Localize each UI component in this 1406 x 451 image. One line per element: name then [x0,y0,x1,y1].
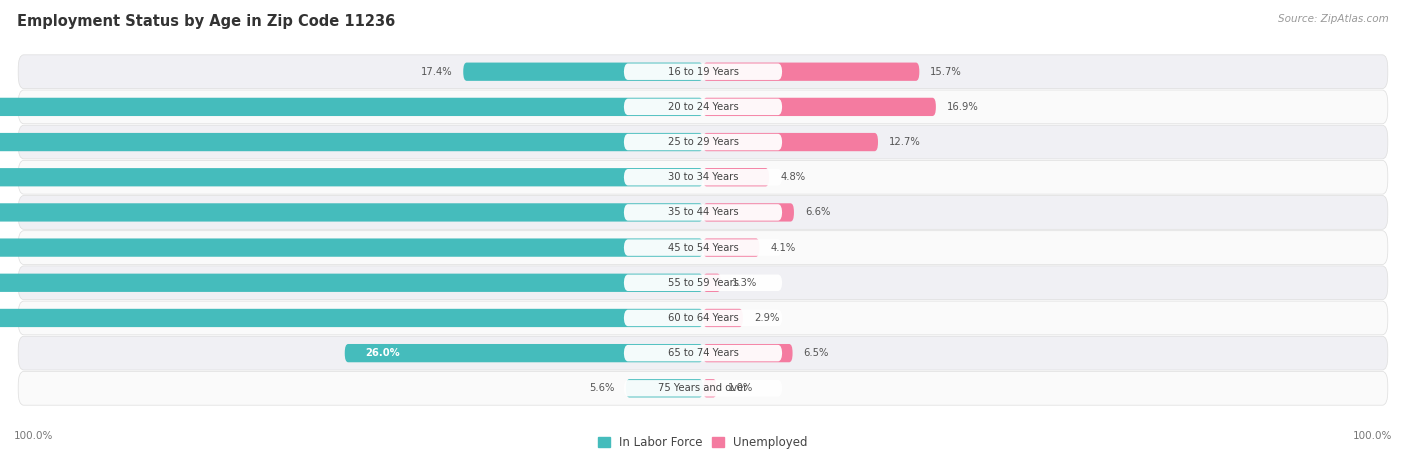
FancyBboxPatch shape [18,266,1388,299]
FancyBboxPatch shape [18,196,1388,229]
Text: 25 to 29 Years: 25 to 29 Years [668,137,738,147]
FancyBboxPatch shape [463,63,703,81]
Text: 20 to 24 Years: 20 to 24 Years [668,102,738,112]
FancyBboxPatch shape [18,301,1388,335]
FancyBboxPatch shape [18,336,1388,370]
Text: 2.9%: 2.9% [754,313,779,323]
FancyBboxPatch shape [0,168,703,186]
FancyBboxPatch shape [703,309,742,327]
Text: 4.8%: 4.8% [780,172,806,182]
Text: 16 to 19 Years: 16 to 19 Years [668,67,738,77]
Text: Employment Status by Age in Zip Code 11236: Employment Status by Age in Zip Code 112… [17,14,395,28]
FancyBboxPatch shape [703,63,920,81]
FancyBboxPatch shape [0,133,703,151]
Text: 75 Years and over: 75 Years and over [658,383,748,393]
FancyBboxPatch shape [703,133,877,151]
Text: 5.6%: 5.6% [589,383,614,393]
FancyBboxPatch shape [703,274,721,292]
FancyBboxPatch shape [624,64,782,80]
FancyBboxPatch shape [703,379,717,397]
Text: 1.0%: 1.0% [728,383,754,393]
FancyBboxPatch shape [0,274,703,292]
FancyBboxPatch shape [703,239,759,257]
FancyBboxPatch shape [18,125,1388,159]
FancyBboxPatch shape [18,161,1388,194]
FancyBboxPatch shape [0,239,703,257]
FancyBboxPatch shape [624,239,782,256]
FancyBboxPatch shape [18,231,1388,264]
FancyBboxPatch shape [624,134,782,150]
FancyBboxPatch shape [624,380,782,396]
FancyBboxPatch shape [0,309,703,327]
FancyBboxPatch shape [18,55,1388,88]
Text: 30 to 34 Years: 30 to 34 Years [668,172,738,182]
FancyBboxPatch shape [624,169,782,185]
Text: 35 to 44 Years: 35 to 44 Years [668,207,738,217]
FancyBboxPatch shape [18,90,1388,124]
FancyBboxPatch shape [624,99,782,115]
Text: 15.7%: 15.7% [931,67,962,77]
Text: 65 to 74 Years: 65 to 74 Years [668,348,738,358]
Text: 60 to 64 Years: 60 to 64 Years [668,313,738,323]
FancyBboxPatch shape [626,379,703,397]
FancyBboxPatch shape [0,203,703,221]
FancyBboxPatch shape [624,345,782,361]
Text: 26.0%: 26.0% [366,348,401,358]
Text: 12.7%: 12.7% [889,137,921,147]
Text: 6.6%: 6.6% [806,207,831,217]
Text: 1.3%: 1.3% [733,278,758,288]
FancyBboxPatch shape [18,372,1388,405]
Text: 100.0%: 100.0% [14,431,53,441]
Text: 55 to 59 Years: 55 to 59 Years [668,278,738,288]
Text: 6.5%: 6.5% [804,348,830,358]
FancyBboxPatch shape [344,344,703,362]
Text: 100.0%: 100.0% [1353,431,1392,441]
FancyBboxPatch shape [703,344,793,362]
FancyBboxPatch shape [703,203,794,221]
Text: 17.4%: 17.4% [420,67,453,77]
Text: 45 to 54 Years: 45 to 54 Years [668,243,738,253]
FancyBboxPatch shape [0,98,703,116]
FancyBboxPatch shape [624,310,782,326]
FancyBboxPatch shape [703,98,936,116]
FancyBboxPatch shape [624,204,782,221]
Text: Source: ZipAtlas.com: Source: ZipAtlas.com [1278,14,1389,23]
FancyBboxPatch shape [624,275,782,291]
Legend: In Labor Force, Unemployed: In Labor Force, Unemployed [598,436,808,449]
FancyBboxPatch shape [703,168,769,186]
Text: 4.1%: 4.1% [770,243,796,253]
Text: 16.9%: 16.9% [946,102,979,112]
